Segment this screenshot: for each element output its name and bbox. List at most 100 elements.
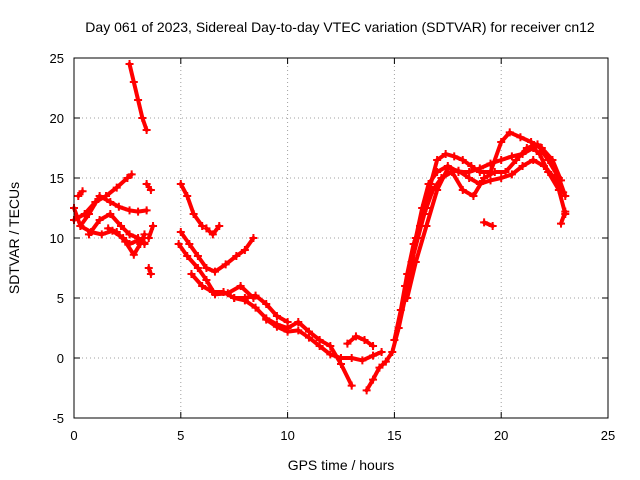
data-point	[388, 348, 397, 356]
data-point	[142, 180, 151, 188]
series-line	[403, 130, 563, 288]
series-line	[176, 242, 256, 300]
data-point	[95, 192, 104, 200]
data-point	[377, 348, 386, 356]
data-point	[202, 276, 211, 284]
data-point	[112, 228, 121, 236]
data-point	[433, 186, 442, 194]
data-point	[193, 252, 202, 260]
data-point	[140, 230, 149, 239]
data-point	[559, 188, 568, 197]
data-point	[422, 222, 431, 230]
data-point	[193, 264, 202, 272]
data-point	[458, 156, 467, 164]
data-point	[527, 138, 536, 146]
data-point	[518, 162, 527, 170]
data-point	[142, 206, 151, 215]
data-point	[403, 294, 412, 302]
data-point	[125, 230, 134, 239]
data-point	[401, 282, 410, 290]
data-point	[390, 336, 399, 344]
data-point	[78, 187, 87, 196]
data-point	[304, 333, 313, 342]
data-point	[112, 183, 121, 192]
data-point	[116, 222, 125, 230]
data-point	[411, 258, 420, 266]
data-point	[497, 138, 506, 146]
data-point	[467, 162, 476, 170]
data-point	[347, 381, 356, 390]
data-point	[198, 222, 207, 230]
data-point	[125, 60, 134, 68]
data-point	[486, 168, 495, 176]
data-point	[262, 300, 271, 308]
series-arc-8	[142, 180, 155, 194]
data-point	[375, 363, 384, 372]
data-point	[450, 152, 459, 161]
data-point	[486, 176, 495, 185]
data-point	[507, 170, 516, 179]
data-point	[144, 264, 153, 272]
x-axis-label: GPS time / hours	[288, 457, 395, 473]
data-point	[548, 156, 557, 164]
data-point	[208, 230, 217, 239]
data-point	[369, 375, 378, 384]
data-point	[262, 315, 271, 324]
data-point	[84, 230, 93, 239]
data-point	[129, 250, 138, 259]
data-point	[420, 210, 429, 218]
series-arc-21	[401, 128, 566, 290]
y-tick-label: 0	[57, 351, 64, 366]
data-point	[294, 326, 303, 335]
data-point	[74, 192, 83, 200]
data-point	[358, 356, 367, 365]
series-arc-24	[557, 207, 570, 228]
data-point	[187, 270, 196, 278]
data-point	[146, 270, 155, 278]
data-point	[183, 252, 192, 260]
data-point	[465, 174, 474, 182]
y-tick-label: 5	[57, 291, 64, 306]
data-point	[488, 222, 497, 230]
data-point	[104, 224, 113, 233]
data-point	[185, 240, 194, 248]
data-point	[142, 126, 151, 134]
data-point	[138, 114, 147, 122]
series-arc-17	[262, 315, 386, 365]
x-tick-label: 15	[387, 428, 401, 443]
data-point	[232, 252, 241, 260]
gridlines	[74, 58, 608, 418]
data-point	[469, 192, 478, 200]
series-arc-19	[362, 144, 570, 395]
data-point	[347, 354, 356, 362]
data-point	[522, 144, 531, 152]
data-point	[561, 207, 570, 216]
data-point	[413, 234, 422, 242]
x-tick-label: 20	[494, 428, 508, 443]
data-point	[396, 306, 405, 314]
data-point	[249, 234, 258, 242]
series-line	[345, 334, 375, 348]
x-tick-label: 0	[70, 428, 77, 443]
series-line	[405, 158, 566, 300]
data-point	[208, 288, 217, 296]
series-arc-15	[202, 222, 224, 239]
data-point	[315, 342, 324, 350]
data-point	[550, 174, 559, 182]
y-tick-label: 20	[50, 111, 64, 126]
series-arc-6	[125, 60, 151, 134]
series-arc-22	[403, 156, 568, 302]
data-point	[337, 354, 345, 362]
data-point	[497, 174, 506, 182]
data-point	[369, 342, 378, 350]
data-point	[251, 303, 260, 312]
data-point	[294, 318, 303, 326]
data-point	[219, 288, 228, 296]
data-point	[326, 342, 335, 350]
data-point	[189, 210, 198, 218]
series-arc-5	[74, 187, 87, 200]
data-point	[136, 240, 145, 248]
data-series	[70, 60, 570, 395]
data-point	[84, 210, 93, 218]
series-arc-16	[230, 294, 356, 390]
